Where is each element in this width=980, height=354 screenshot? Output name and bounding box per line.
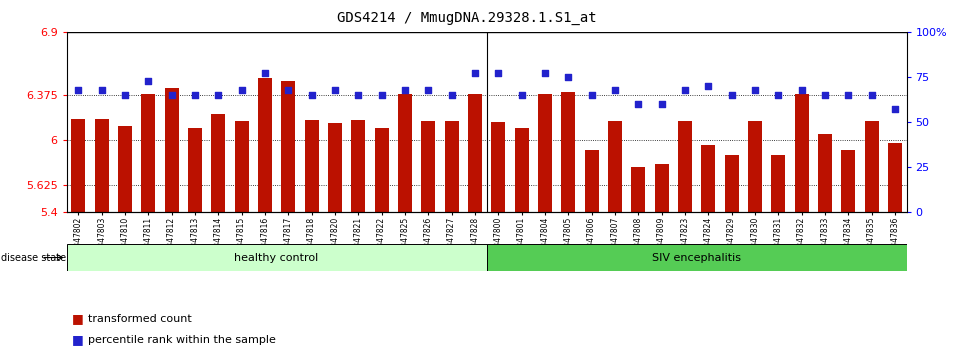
Point — [467, 70, 483, 76]
Point — [490, 70, 506, 76]
Point — [723, 92, 739, 98]
Text: ■: ■ — [72, 333, 83, 346]
Bar — [841, 150, 856, 212]
Bar — [95, 119, 109, 212]
Bar — [655, 164, 668, 212]
Bar — [328, 123, 342, 212]
Point — [420, 87, 436, 92]
Text: SIV encephalitis: SIV encephalitis — [652, 252, 741, 263]
Bar — [608, 121, 622, 212]
Point — [654, 101, 669, 107]
Point — [677, 87, 693, 92]
Point — [234, 87, 250, 92]
Point — [140, 78, 156, 84]
Bar — [398, 95, 412, 212]
Bar — [165, 88, 178, 212]
Bar — [351, 120, 366, 212]
Bar — [562, 92, 575, 212]
Bar — [467, 95, 482, 212]
Text: GDS4214 / MmugDNA.29328.1.S1_at: GDS4214 / MmugDNA.29328.1.S1_at — [337, 11, 597, 25]
Bar — [188, 128, 202, 212]
Point — [863, 92, 879, 98]
Bar — [888, 143, 902, 212]
Bar — [631, 167, 645, 212]
Point — [840, 92, 856, 98]
Text: percentile rank within the sample: percentile rank within the sample — [88, 335, 276, 345]
Point — [607, 87, 622, 92]
Point — [327, 87, 343, 92]
Point — [584, 92, 600, 98]
Text: ■: ■ — [72, 312, 83, 325]
Point — [794, 87, 809, 92]
Point — [71, 87, 86, 92]
Bar — [491, 122, 506, 212]
Point — [164, 92, 179, 98]
Point — [701, 83, 716, 89]
Bar — [141, 95, 155, 212]
Point — [561, 74, 576, 80]
Point — [187, 92, 203, 98]
Point — [514, 92, 529, 98]
Point — [94, 87, 110, 92]
Point — [304, 92, 319, 98]
Point — [397, 87, 413, 92]
Text: healthy control: healthy control — [234, 252, 318, 263]
Bar — [678, 121, 692, 212]
Bar — [584, 150, 599, 212]
Point — [257, 70, 272, 76]
Bar — [771, 155, 785, 212]
Point — [770, 92, 786, 98]
Bar — [514, 128, 528, 212]
Bar — [258, 78, 271, 212]
Bar — [445, 121, 459, 212]
Point — [373, 92, 389, 98]
Bar — [281, 81, 295, 212]
Bar — [864, 121, 878, 212]
Bar — [234, 121, 249, 212]
Point — [887, 107, 903, 112]
Point — [211, 92, 226, 98]
Bar — [702, 145, 715, 212]
Bar — [67, 244, 486, 271]
Bar — [305, 120, 318, 212]
Bar — [818, 134, 832, 212]
Point — [280, 87, 296, 92]
Bar — [212, 114, 225, 212]
Bar — [724, 155, 739, 212]
Bar — [421, 121, 435, 212]
Point — [630, 101, 646, 107]
Point — [444, 92, 460, 98]
Text: disease state: disease state — [1, 252, 66, 263]
Bar — [118, 126, 132, 212]
Bar — [374, 128, 389, 212]
Point — [351, 92, 367, 98]
Point — [817, 92, 833, 98]
Bar — [72, 119, 85, 212]
Bar — [748, 121, 761, 212]
Point — [118, 92, 133, 98]
Bar — [486, 244, 906, 271]
Point — [747, 87, 762, 92]
Bar — [795, 95, 808, 212]
Bar — [538, 95, 552, 212]
Text: transformed count: transformed count — [88, 314, 192, 324]
Point — [537, 70, 553, 76]
